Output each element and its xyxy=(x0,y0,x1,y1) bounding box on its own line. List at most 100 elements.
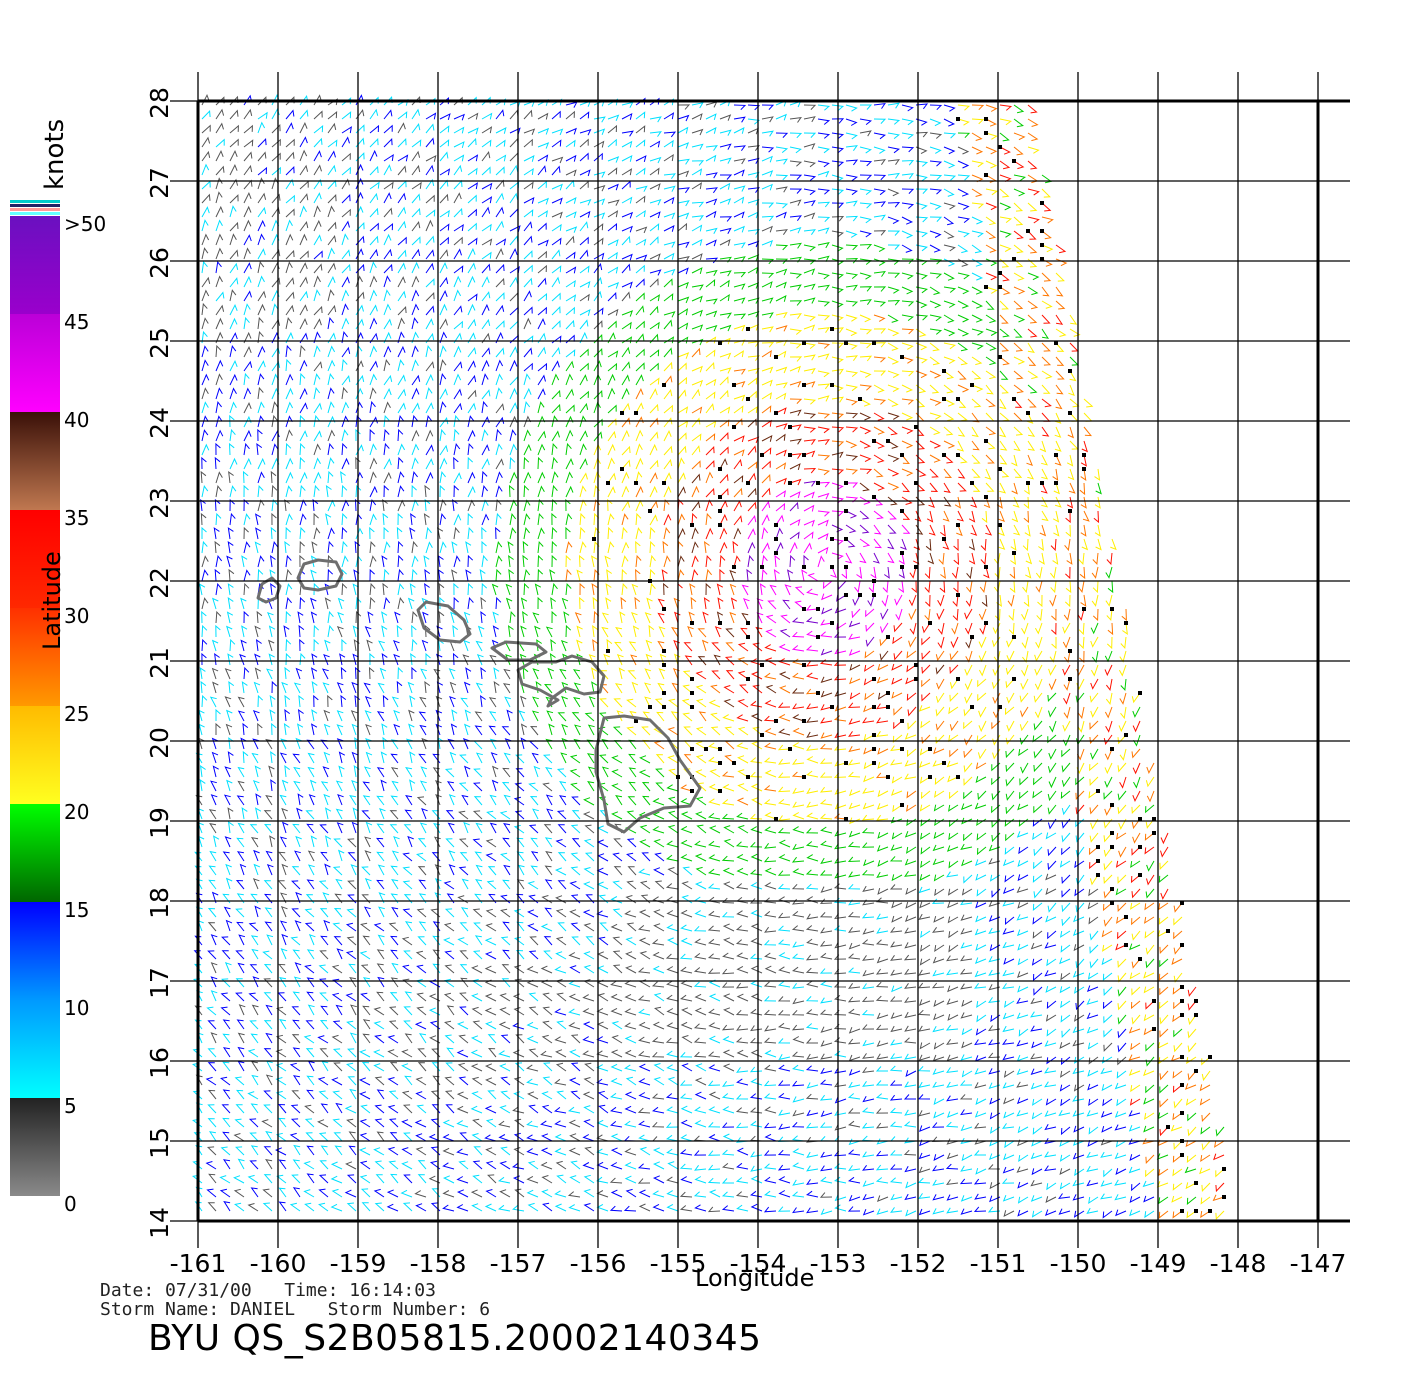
wind-barb xyxy=(693,925,707,932)
wind-barb xyxy=(467,167,478,176)
wind-barb xyxy=(397,220,407,232)
wind-barb xyxy=(909,566,917,579)
wind-barb xyxy=(319,908,329,918)
wind-barb xyxy=(481,139,492,148)
wind-barb xyxy=(257,401,265,414)
wind-barb xyxy=(1143,1069,1155,1077)
wind-barb xyxy=(546,808,554,820)
wind-barb xyxy=(862,955,875,961)
wind-barb xyxy=(764,769,777,778)
wind-barb xyxy=(269,555,276,568)
wind-barb xyxy=(639,880,651,890)
wind-barb xyxy=(708,756,721,764)
wind-barb xyxy=(663,336,675,344)
wind-barb xyxy=(211,597,219,610)
wind-barb xyxy=(803,450,816,458)
wind-barb xyxy=(263,963,273,974)
wind-barb xyxy=(666,1008,679,1016)
wind-barb xyxy=(397,540,404,554)
wind-barb xyxy=(593,307,604,316)
wind-barb xyxy=(361,810,371,820)
wind-barb xyxy=(621,253,633,261)
wind-barb xyxy=(929,104,943,111)
wind-barb xyxy=(443,880,455,890)
wind-barb xyxy=(777,996,791,1002)
wind-barb xyxy=(803,554,809,567)
wind-barb xyxy=(1032,874,1043,883)
wind-barb xyxy=(341,555,349,568)
wind-barb xyxy=(1017,943,1029,951)
wind-barb xyxy=(778,981,791,988)
rain-flag-marker xyxy=(872,341,876,345)
wind-barb xyxy=(1003,1070,1015,1078)
wind-barb xyxy=(582,994,595,1002)
wind-barb xyxy=(365,723,372,736)
wind-barb xyxy=(1044,970,1057,977)
wind-barb xyxy=(601,612,609,624)
wind-barb xyxy=(791,688,804,694)
wind-barb xyxy=(1041,328,1050,339)
wind-barb xyxy=(848,1027,861,1034)
wind-barb xyxy=(551,554,557,568)
wind-barb xyxy=(565,582,572,596)
wind-barb xyxy=(964,608,973,620)
wind-barb xyxy=(271,680,278,694)
wind-barb xyxy=(663,513,672,526)
wind-barb xyxy=(319,950,329,960)
wind-barb xyxy=(341,442,348,456)
wind-barb xyxy=(279,1019,287,1030)
wind-barb xyxy=(649,333,659,344)
wind-barb xyxy=(1027,272,1040,281)
wind-barb xyxy=(1011,482,1018,495)
wind-barb xyxy=(565,373,574,386)
wind-barb xyxy=(803,381,816,388)
wind-barb xyxy=(904,942,917,949)
wind-barb xyxy=(369,387,377,400)
wind-barb xyxy=(467,347,477,358)
wind-barb xyxy=(1033,804,1043,814)
wind-barb xyxy=(733,127,745,134)
wind-barb xyxy=(915,412,925,422)
wind-barb xyxy=(607,350,619,358)
wind-barb xyxy=(848,649,861,656)
wind-barb xyxy=(719,406,731,414)
rain-flag-marker xyxy=(872,705,876,709)
wind-barb xyxy=(1018,1028,1029,1037)
wind-barb xyxy=(264,907,273,918)
wind-barb xyxy=(980,552,987,566)
wind-barb xyxy=(761,447,772,456)
wind-barb xyxy=(1007,594,1015,607)
wind-barb xyxy=(411,275,420,288)
wind-barb xyxy=(313,275,321,288)
wind-barb xyxy=(1008,608,1015,622)
wind-barb xyxy=(862,970,875,977)
wind-barb xyxy=(747,355,760,361)
wind-barb xyxy=(500,852,511,862)
wind-barb xyxy=(961,1041,973,1049)
wind-barb xyxy=(495,304,505,316)
wind-barb xyxy=(890,955,903,961)
rain-flag-marker xyxy=(844,537,848,541)
wind-barb xyxy=(376,851,385,862)
wind-barb xyxy=(1103,888,1113,899)
wind-barb xyxy=(236,893,245,904)
wind-barb xyxy=(565,294,577,302)
wind-barb xyxy=(677,200,690,207)
wind-barb xyxy=(411,139,422,148)
wind-barb xyxy=(271,166,281,176)
wind-barb xyxy=(369,192,379,204)
wind-barb xyxy=(863,705,875,713)
wind-barb xyxy=(805,828,819,834)
wind-barb xyxy=(1059,1042,1071,1049)
wind-barb xyxy=(515,949,525,960)
wind-barb xyxy=(999,104,1013,111)
wind-barb xyxy=(446,781,455,792)
wind-barb xyxy=(565,513,573,526)
wind-barb xyxy=(1046,1028,1057,1037)
wind-barb xyxy=(733,475,744,484)
wind-barb xyxy=(225,723,233,736)
wind-barb xyxy=(638,1008,651,1016)
wind-barb xyxy=(285,358,292,372)
wind-barb xyxy=(891,901,903,909)
wind-barb xyxy=(299,540,305,554)
